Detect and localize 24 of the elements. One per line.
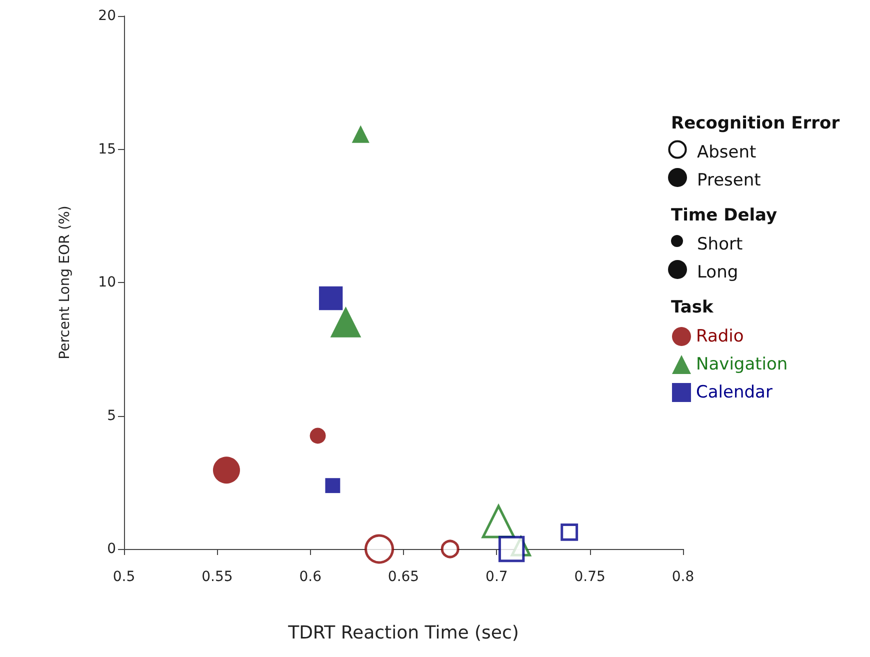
annotation: Time Delay bbox=[671, 206, 778, 226]
x-axis-title: TDRT Reaction Time (sec) bbox=[287, 622, 519, 644]
x-tick-label: 0.7 bbox=[486, 569, 508, 585]
y-tick-label: 10 bbox=[98, 274, 116, 290]
text: Absent bbox=[697, 142, 757, 162]
y-tick-label: 20 bbox=[98, 8, 116, 24]
y-tick-label: 15 bbox=[98, 141, 116, 158]
annotation: Recognition Error bbox=[671, 114, 840, 134]
x-tick-label: 0.6 bbox=[299, 569, 322, 585]
x-tick-label: 0.5 bbox=[112, 569, 136, 585]
text: Short bbox=[697, 234, 743, 254]
y-axis-title: Percent Long EOR (%) bbox=[57, 206, 73, 360]
legend-title: Task bbox=[671, 298, 714, 318]
y-tick-label: 5 bbox=[107, 408, 116, 424]
x-tick-label: 0.65 bbox=[388, 569, 420, 585]
text: Long bbox=[697, 262, 738, 282]
x-tick-label: 0.75 bbox=[574, 569, 606, 585]
y-tick-label: 0 bbox=[107, 541, 116, 557]
x-tick-label: 0.55 bbox=[202, 569, 233, 585]
legend-label: Radio bbox=[696, 326, 744, 346]
legend-label: Calendar bbox=[696, 382, 772, 402]
legend-label: Navigation bbox=[696, 354, 788, 374]
x-tick-label: 0.8 bbox=[672, 569, 694, 585]
text: Present bbox=[697, 170, 762, 190]
